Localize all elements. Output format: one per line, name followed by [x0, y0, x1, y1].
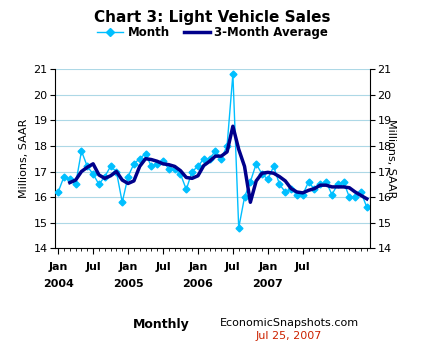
- 3-Month Average: [242, 164, 247, 168]
- Legend: Month, 3-Month Average: Month, 3-Month Average: [92, 21, 333, 43]
- Month: [56, 190, 61, 194]
- Text: 2005: 2005: [113, 279, 143, 289]
- Line: 3-Month Average: 3-Month Average: [70, 126, 367, 202]
- Y-axis label: Millions, SAAR: Millions, SAAR: [19, 119, 29, 198]
- Text: Jan: Jan: [258, 262, 278, 272]
- Text: Jan: Jan: [119, 262, 138, 272]
- Text: Chart 3: Light Vehicle Sales: Chart 3: Light Vehicle Sales: [94, 10, 331, 25]
- Text: Jul: Jul: [85, 262, 101, 272]
- Text: 2007: 2007: [252, 279, 283, 289]
- Month: [236, 226, 241, 230]
- 3-Month Average: [172, 164, 177, 168]
- Text: 2006: 2006: [182, 279, 213, 289]
- Text: 2004: 2004: [43, 279, 74, 289]
- Month: [224, 144, 230, 148]
- 3-Month Average: [265, 170, 270, 175]
- Month: [230, 72, 235, 76]
- Month: [254, 162, 259, 166]
- Month: [364, 205, 369, 209]
- Text: Jul: Jul: [155, 262, 171, 272]
- 3-Month Average: [364, 197, 369, 201]
- Text: EconomicSnapshots.com: EconomicSnapshots.com: [219, 318, 359, 327]
- Month: [277, 182, 282, 186]
- Text: Jul 25, 2007: Jul 25, 2007: [256, 332, 322, 341]
- 3-Month Average: [236, 147, 241, 151]
- Month: [172, 167, 177, 171]
- Month: [108, 164, 113, 168]
- Text: Jul: Jul: [225, 262, 241, 272]
- Y-axis label: Millions, SAAR: Millions, SAAR: [385, 119, 396, 198]
- Line: Month: Month: [56, 72, 369, 230]
- Text: Jan: Jan: [188, 262, 208, 272]
- Text: Jul: Jul: [295, 262, 311, 272]
- Month: [248, 180, 253, 184]
- Text: Monthly: Monthly: [133, 318, 190, 331]
- 3-Month Average: [108, 174, 113, 178]
- Text: Jan: Jan: [48, 262, 68, 272]
- 3-Month Average: [224, 150, 230, 154]
